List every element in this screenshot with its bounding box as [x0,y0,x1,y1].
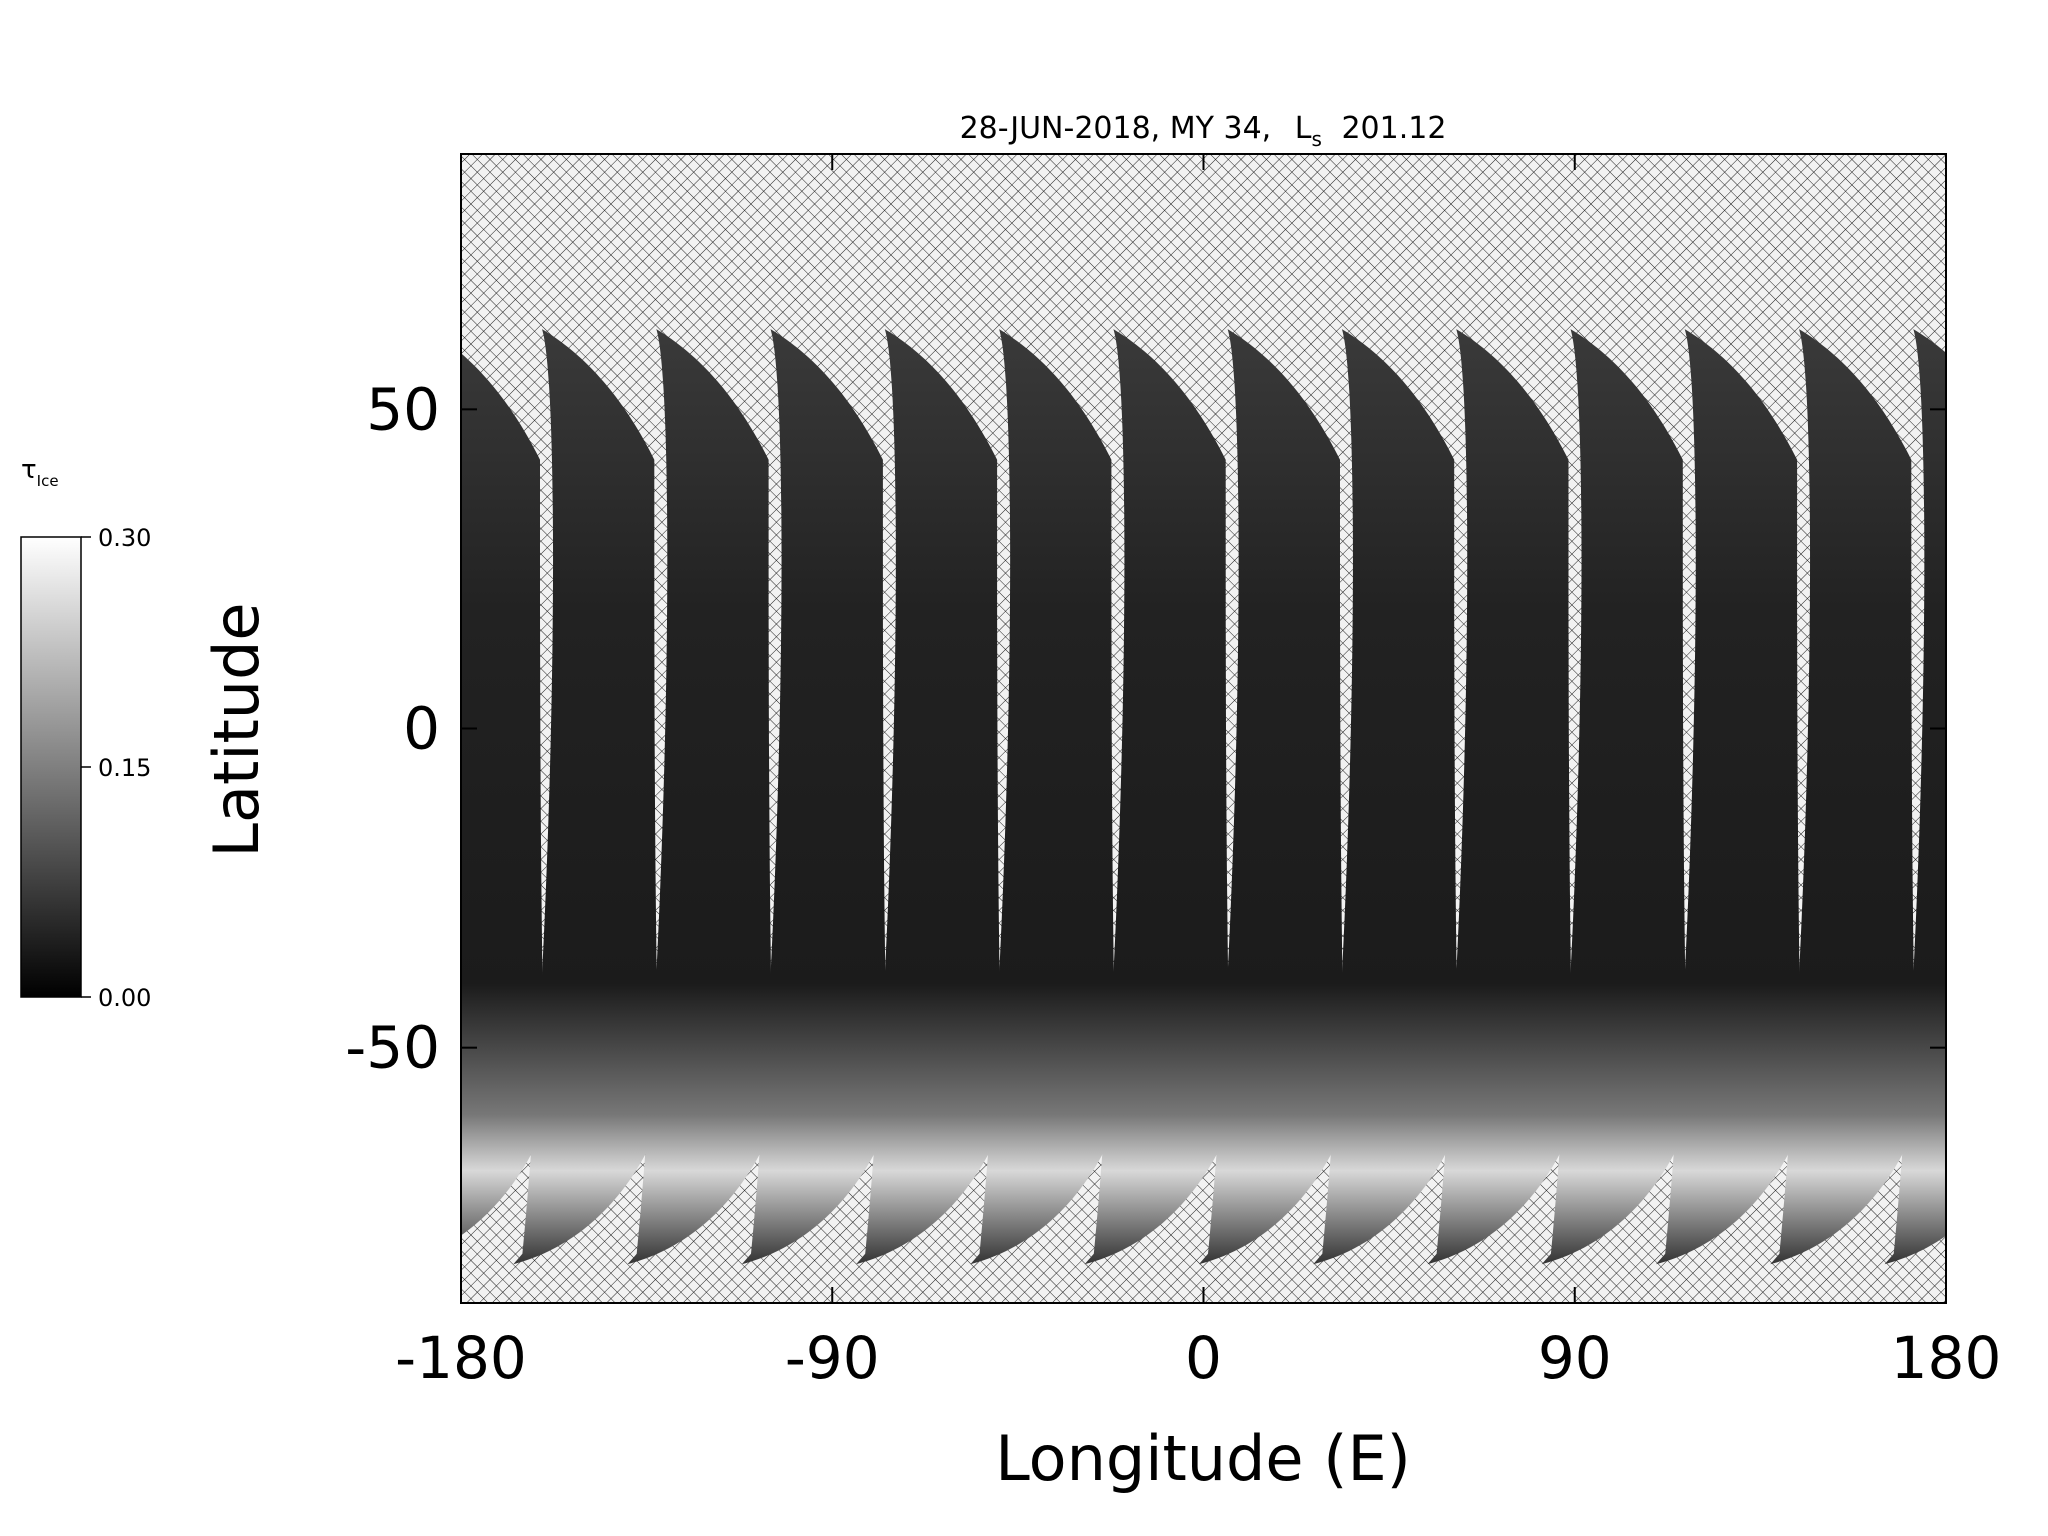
colorbar [20,536,82,998]
x-tick-label: -180 [395,1324,527,1392]
swath [627,329,774,1265]
x-tick-label: -90 [785,1324,880,1392]
title-symbol-sub: s [1311,127,1321,151]
title-text: 28-JUN-2018, MY 34, [960,111,1272,146]
swath [1313,329,1460,1265]
swaths [461,329,2048,1265]
colorbar-symbol-sub: Ice [37,472,59,490]
swath [741,329,889,1265]
title-symbol: L [1295,111,1312,146]
swath [1656,329,1803,1265]
colorbar-tick-label: 0.30 [98,524,151,552]
swath [1198,329,1346,1265]
y-axis-label: Latitude [200,602,273,857]
swath [1427,329,1574,1265]
swath [1884,329,1946,1265]
colorbar-tick-label: 0.00 [98,984,151,1012]
colorbar-label: τIce [21,455,59,490]
x-tick-label: 0 [1185,1324,1222,1392]
swath [1770,329,1917,1265]
swath [856,329,1003,1265]
swath [513,329,660,1265]
y-tick-label: -50 [345,1014,440,1082]
title-value: 201.12 [1341,111,1446,146]
x-axis-label: Longitude (E) [995,1422,1411,1495]
y-tick-label: 50 [366,375,440,443]
swath [1999,329,2048,1264]
y-tick-label: 0 [403,695,440,763]
colorbar-symbol: τ [21,455,37,485]
swath [461,353,546,1236]
x-tick-label: 180 [1891,1324,2002,1392]
swath [970,329,1117,1265]
swath [1541,329,1688,1265]
colorbar-tick-label: 0.15 [98,754,151,782]
swath [1084,329,1231,1265]
chart-title: 28-JUN-2018, MY 34, Ls 201.12 [960,111,1447,154]
x-tick-label: 90 [1538,1324,1612,1392]
